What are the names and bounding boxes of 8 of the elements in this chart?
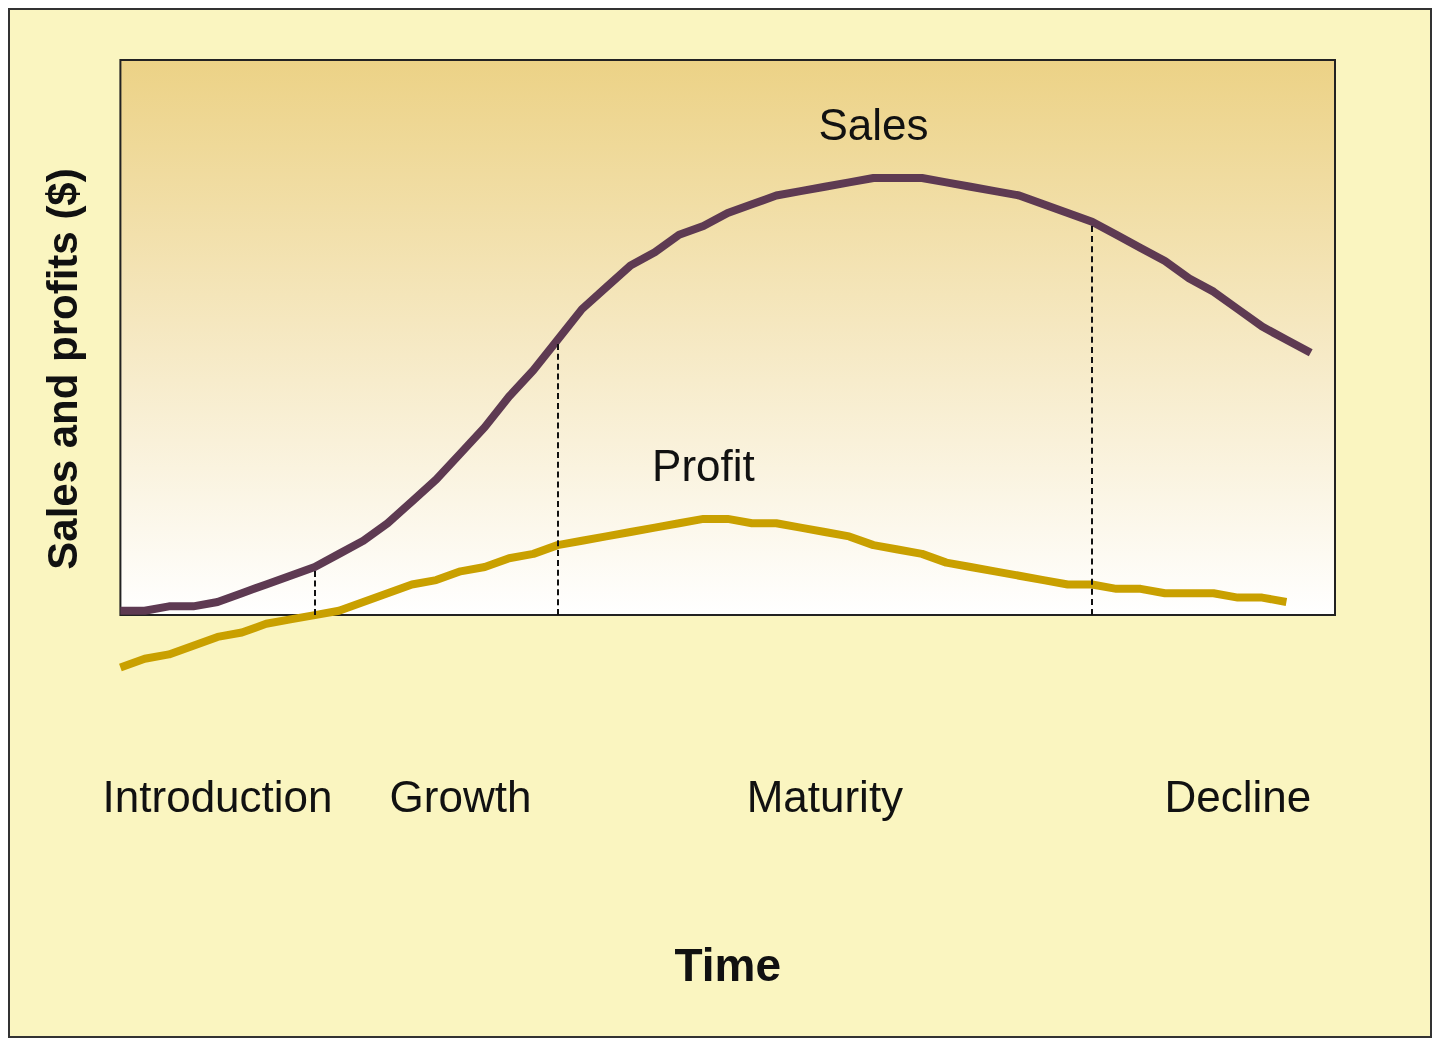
x-axis-title: Time — [674, 939, 781, 992]
series-label: Profit — [652, 440, 755, 490]
x-tick-label: Growth — [389, 771, 532, 821]
series-label: Sales — [818, 100, 929, 150]
x-tick-label: Maturity — [746, 771, 904, 821]
x-tick-label: Introduction — [102, 771, 333, 821]
y-axis-title: Sales and profits ($) — [38, 168, 86, 570]
x-tick-label: Decline — [1164, 771, 1312, 821]
